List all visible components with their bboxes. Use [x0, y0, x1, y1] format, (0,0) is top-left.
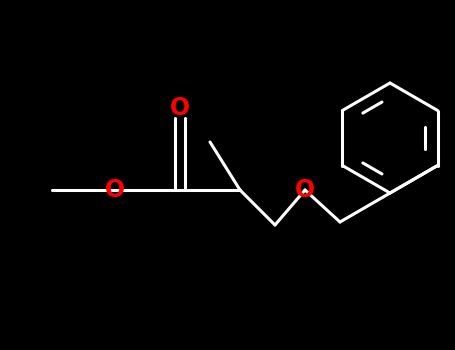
Text: O: O: [170, 96, 190, 120]
Text: O: O: [295, 178, 315, 202]
Text: O: O: [105, 178, 125, 202]
